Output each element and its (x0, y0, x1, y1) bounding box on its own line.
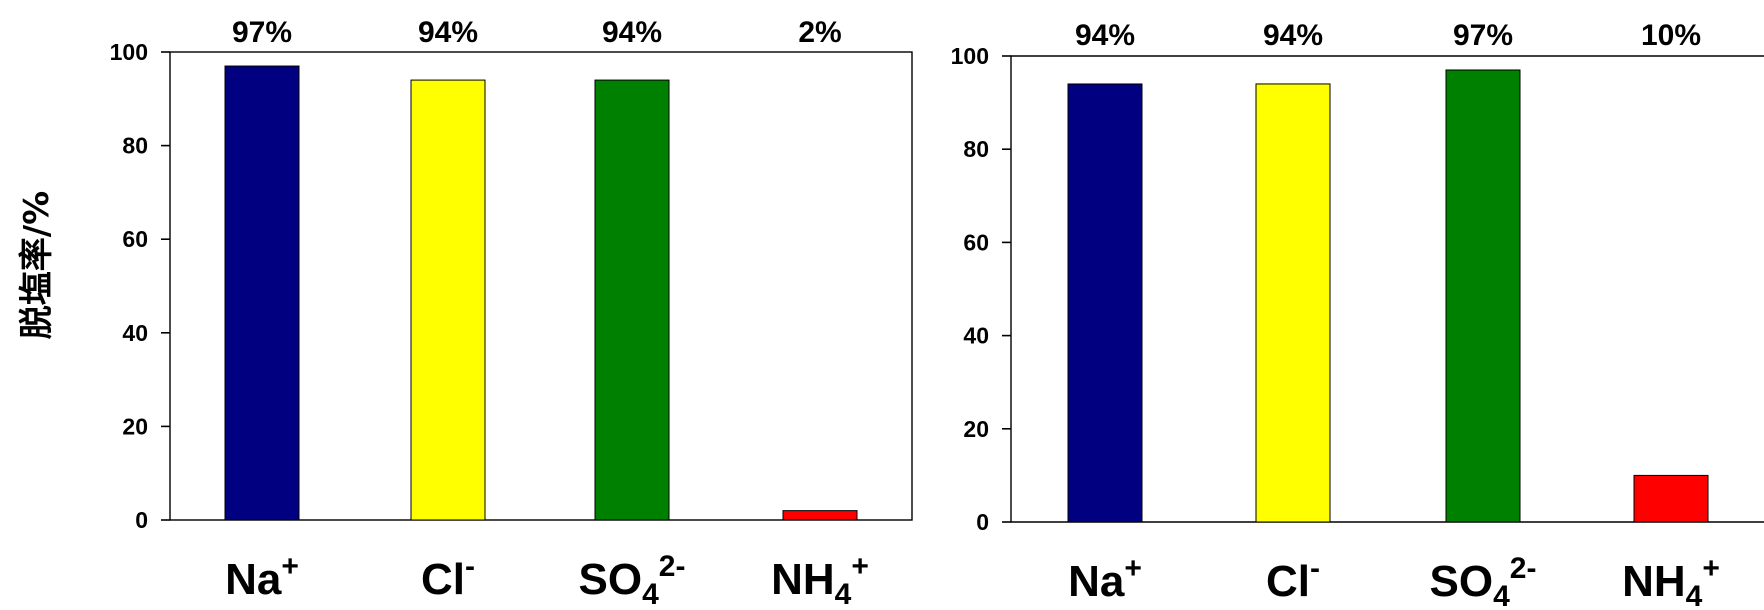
data-label: 2% (798, 16, 841, 49)
y-tick-label: 0 (135, 507, 148, 533)
plot-frame-2 (1010, 55, 1764, 523)
category-label: SO42- (579, 550, 686, 610)
y-tick-label: 60 (122, 226, 148, 252)
y-tick-label: 40 (963, 323, 989, 349)
data-label: 94% (602, 16, 662, 49)
y-tick-label: 40 (122, 320, 148, 346)
data-label: 94% (1263, 19, 1323, 52)
bar-1-4 (782, 510, 858, 521)
y-axis-label: 脱塩率/% (17, 191, 57, 339)
bar-2-1 (1067, 83, 1143, 523)
y-tick-label: 20 (963, 416, 989, 442)
bar-1-3 (594, 79, 670, 521)
data-label: 97% (1453, 19, 1513, 52)
bar-1-1 (224, 65, 300, 521)
category-label: Cl- (1266, 552, 1320, 606)
y-tick-label: 80 (963, 136, 989, 162)
data-label: 94% (1075, 19, 1135, 52)
y-tick-label: 20 (122, 413, 148, 439)
y-tick-label: 60 (963, 229, 989, 255)
category-label: NH4+ (1622, 552, 1720, 610)
bar-1-2 (410, 79, 486, 521)
category-label: Na+ (225, 550, 299, 604)
plot-frame-1 (169, 51, 913, 521)
bar-2-2 (1255, 83, 1331, 523)
category-label: Cl- (421, 550, 475, 604)
bar-2-4 (1633, 474, 1709, 523)
data-label: 94% (418, 16, 478, 49)
category-label: NH4+ (771, 550, 869, 610)
category-label: Na+ (1068, 552, 1142, 606)
y-tick-label: 80 (122, 133, 148, 159)
y-tick-label: 0 (976, 509, 989, 535)
y-tick-label: 100 (951, 43, 989, 69)
data-label: 10% (1641, 19, 1701, 52)
y-tick-label: 100 (110, 39, 148, 65)
bar-2-3 (1445, 69, 1521, 523)
data-label: 97% (232, 16, 292, 49)
category-label: SO42- (1430, 552, 1537, 610)
